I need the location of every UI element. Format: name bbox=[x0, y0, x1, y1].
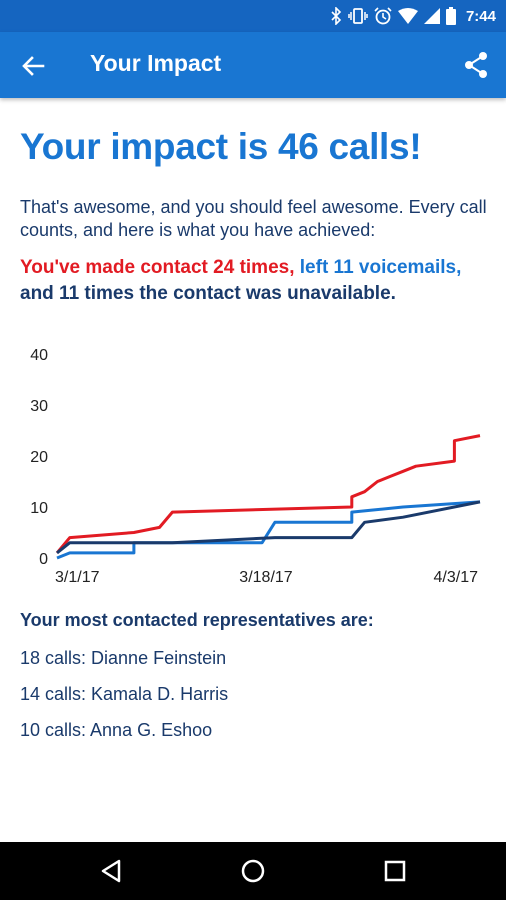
vibrate-icon bbox=[348, 8, 368, 24]
rep-item: 10 calls: Anna G. Eshoo bbox=[20, 720, 213, 740]
bluetooth-icon bbox=[331, 7, 342, 25]
y-tick-label: 10 bbox=[30, 500, 48, 517]
nav-back-icon bbox=[101, 859, 121, 883]
share-button[interactable] bbox=[462, 50, 490, 80]
status-time: 7:44 bbox=[465, 7, 496, 25]
x-tick-label: 3/1/17 bbox=[55, 569, 100, 586]
battery-icon bbox=[445, 7, 456, 25]
wifi-icon bbox=[397, 8, 418, 24]
series-line-0 bbox=[55, 434, 481, 554]
app-title: Your Impact bbox=[90, 50, 222, 76]
series-line-1 bbox=[56, 500, 481, 560]
voicemail-count-text: left 11 voicemails, bbox=[299, 257, 462, 278]
nav-home-icon bbox=[241, 859, 265, 883]
representatives-title: Your most contacted representatives are: bbox=[20, 610, 374, 630]
nav-back-button[interactable] bbox=[97, 856, 127, 886]
navigation-bar bbox=[0, 842, 506, 900]
y-tick-label: 0 bbox=[39, 551, 48, 568]
representatives-section: Your most contacted representatives are:… bbox=[20, 610, 490, 754]
impact-intro: That's awesome, and you should feel awes… bbox=[20, 197, 487, 240]
unavailable-count-text: and 11 times the contact was unavailable… bbox=[20, 283, 396, 304]
arrow-back-icon bbox=[22, 56, 45, 76]
impact-headline: Your impact is 46 calls! bbox=[20, 126, 422, 167]
rep-item: 14 calls: Kamala D. Harris bbox=[20, 684, 229, 704]
nav-recents-button[interactable] bbox=[380, 856, 410, 886]
impact-summary: You've made contact 24 times, left 11 vo… bbox=[20, 255, 490, 307]
status-icons: 7:44 bbox=[330, 6, 496, 26]
signal-icon bbox=[423, 8, 440, 24]
y-tick-label: 20 bbox=[30, 449, 48, 466]
status-bar: 7:44 bbox=[0, 0, 506, 32]
series-line-2 bbox=[56, 500, 481, 555]
contact-count-text: You've made contact 24 times, bbox=[20, 257, 295, 278]
alarm-icon bbox=[374, 7, 392, 25]
x-tick-label: 4/3/17 bbox=[434, 569, 479, 586]
nav-recents-icon bbox=[384, 860, 406, 882]
nav-home-button[interactable] bbox=[238, 856, 268, 886]
back-button[interactable] bbox=[20, 52, 48, 80]
y-tick-label: 30 bbox=[30, 398, 48, 415]
y-tick-label: 40 bbox=[30, 347, 48, 364]
app-bar: Your Impact bbox=[0, 32, 506, 98]
x-tick-label: 3/18/17 bbox=[239, 569, 292, 586]
rep-item: 18 calls: Dianne Feinstein bbox=[20, 648, 227, 668]
share-icon bbox=[465, 52, 487, 78]
